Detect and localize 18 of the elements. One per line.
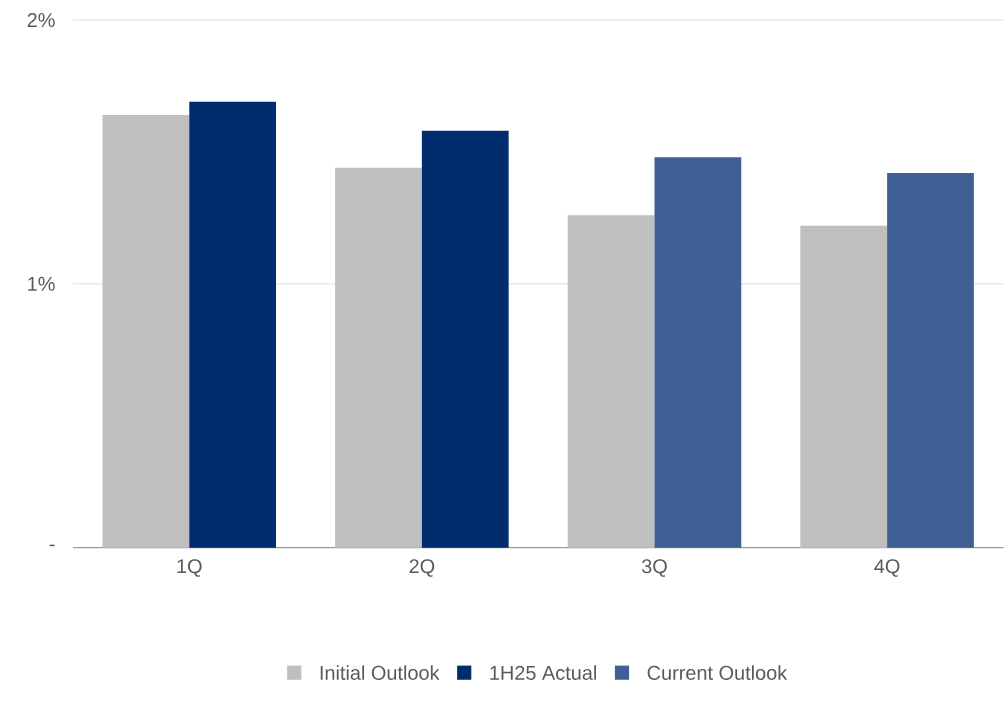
x-tick-label: 1Q (177, 559, 202, 578)
y-tick-label: 1% (28, 277, 55, 291)
legend-label: 1H25 Actual (490, 665, 596, 681)
bar (800, 226, 888, 548)
y-tick-label: - (49, 544, 55, 547)
bar (335, 167, 422, 548)
bar (654, 157, 742, 548)
x-tick-label: 3Q (641, 559, 667, 578)
bar (189, 101, 277, 548)
x-tick-label: 4Q (874, 559, 900, 578)
x-tick-label: 2Q (409, 559, 435, 578)
legend-label: Initial Outlook (320, 665, 440, 681)
bar (887, 173, 974, 548)
legend-label: Current Outlook (647, 665, 788, 681)
bar (421, 131, 509, 548)
bar (102, 115, 190, 548)
y-tick-label: 2% (27, 13, 55, 28)
bar (567, 215, 655, 548)
